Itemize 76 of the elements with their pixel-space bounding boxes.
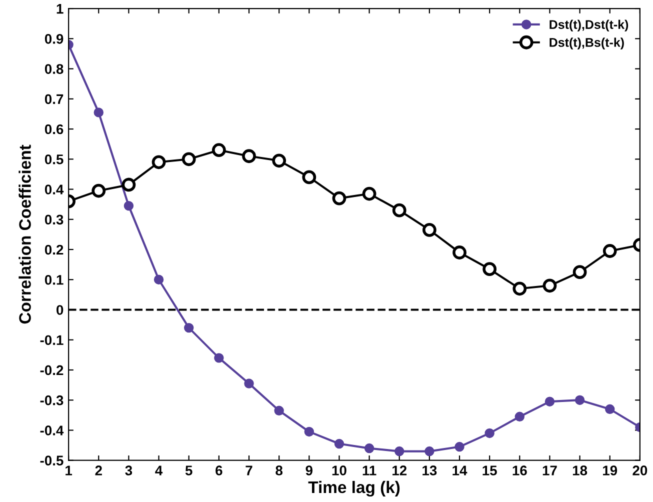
x-tick-label: 3 xyxy=(125,466,132,476)
point xyxy=(214,353,224,363)
x-tick-label: 4 xyxy=(155,466,163,476)
x-tick-label: 17 xyxy=(542,466,557,476)
y-axis-title: Correlation Coefficient xyxy=(18,144,31,324)
y-tick-label: 0.3 xyxy=(44,214,64,225)
point xyxy=(514,412,525,422)
x-tick-label: 18 xyxy=(572,466,588,476)
y-tick-label: 0 xyxy=(56,305,64,315)
x-tick-label: 5 xyxy=(185,466,192,476)
point xyxy=(184,322,194,333)
point xyxy=(424,446,434,456)
y-tick-label: -0.4 xyxy=(40,426,64,436)
x-tick-label: 20 xyxy=(632,466,648,476)
legend-label: Dst(t),Bs(t-k) xyxy=(550,38,624,50)
point xyxy=(572,265,587,280)
point xyxy=(182,152,196,166)
point xyxy=(482,262,497,276)
y-tick-label: 0.4 xyxy=(44,184,64,194)
point xyxy=(154,274,164,284)
y-tick-label: 0.2 xyxy=(44,244,64,255)
x-tick-label: 14 xyxy=(452,466,468,476)
x-tick-label: 11 xyxy=(362,466,376,476)
y-tick-label: 0.7 xyxy=(44,94,64,104)
y-tick-label: 0.6 xyxy=(44,124,64,134)
point xyxy=(92,184,106,198)
point xyxy=(244,378,254,388)
point xyxy=(274,406,284,416)
point xyxy=(332,191,346,206)
x-tick-label: 9 xyxy=(306,466,312,476)
point xyxy=(602,244,617,258)
point xyxy=(605,404,615,414)
x-tick-label: 1 xyxy=(66,466,72,476)
point xyxy=(304,426,314,437)
y-tick-label: 0.9 xyxy=(44,34,64,44)
point xyxy=(392,203,406,218)
x-tick-label: 8 xyxy=(276,466,283,476)
x-tick-label: 19 xyxy=(603,466,618,476)
point xyxy=(272,154,286,168)
x-tick-label: 12 xyxy=(392,466,407,476)
point xyxy=(334,438,344,449)
point xyxy=(452,246,466,260)
point xyxy=(574,395,585,405)
y-tick-label: -0.3 xyxy=(40,395,64,406)
x-tick-label: 10 xyxy=(332,466,346,476)
y-tick-label: -0.5 xyxy=(40,456,64,466)
y-tick-label: 0.1 xyxy=(44,274,64,285)
point xyxy=(394,446,404,456)
point xyxy=(94,108,104,118)
point xyxy=(152,155,166,170)
x-tick-label: 13 xyxy=(422,466,437,476)
point xyxy=(124,200,134,211)
point xyxy=(362,186,376,201)
point xyxy=(544,396,555,406)
y-tick-label: 0.5 xyxy=(44,154,64,164)
point xyxy=(212,143,226,158)
point xyxy=(364,443,374,454)
x-tick-label: 2 xyxy=(95,466,102,476)
point xyxy=(122,178,136,192)
point xyxy=(512,282,527,296)
point xyxy=(454,442,464,452)
legend-label: Dst(t),Dst(t-k) xyxy=(550,20,628,32)
point xyxy=(542,278,557,293)
point xyxy=(242,149,256,164)
x-tick-label: 6 xyxy=(216,466,222,476)
y-tick-label: -0.1 xyxy=(40,335,64,346)
point xyxy=(484,428,494,438)
x-tick-label: 15 xyxy=(482,466,497,476)
y-tick-label: 0.8 xyxy=(44,64,64,74)
x-tick-label: 16 xyxy=(512,466,527,476)
y-tick-label: -0.2 xyxy=(40,365,64,376)
point xyxy=(302,170,316,184)
point xyxy=(422,222,436,237)
y-tick-label: 1 xyxy=(56,4,64,14)
x-tick-label: 7 xyxy=(246,466,252,476)
x-axis-title: Time lag (k) xyxy=(308,480,400,497)
